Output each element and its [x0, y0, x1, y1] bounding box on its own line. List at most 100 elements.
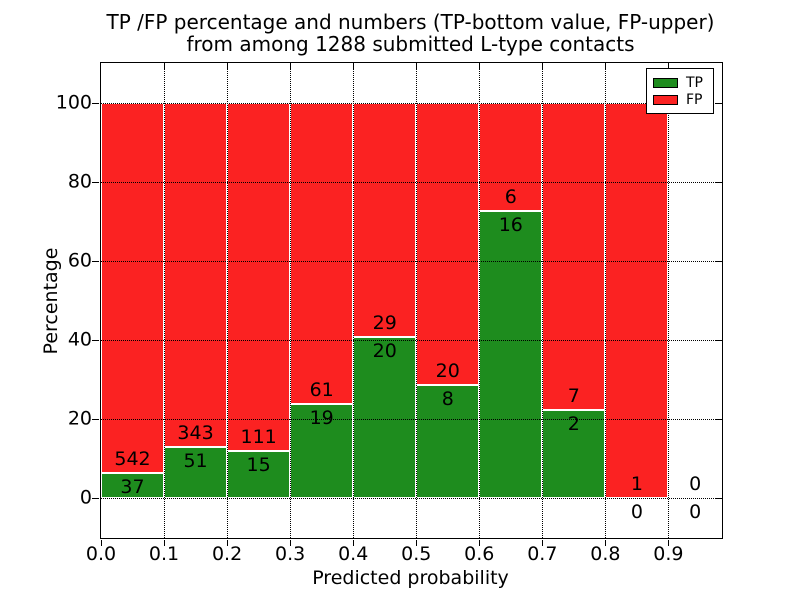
x-tick-bottom [479, 540, 481, 546]
bar-segment-fp [101, 102, 165, 474]
fp-count-label: 61 [309, 379, 334, 402]
fp-count-label: 343 [177, 422, 214, 445]
legend-swatch-tp [653, 77, 678, 88]
bar-segment-fp [353, 102, 417, 337]
x-tick-bottom [605, 540, 607, 546]
y-tick-label: 0 [79, 486, 92, 509]
plot-area: 0 20 40 60 80 100 0.0 0.1 0.2 0.3 0.4 0.5 0.6 0.7 0.8 0… [56, 62, 723, 564]
y-tick-right [715, 498, 722, 500]
x-tick-top [353, 63, 355, 69]
x-tick-label: 0.7 [527, 543, 558, 565]
x-tick-bottom [164, 540, 166, 546]
gridline-horizontal [101, 419, 722, 421]
y-tick-label: 100 [55, 91, 92, 114]
x-tick-top [290, 63, 292, 69]
gridline-horizontal [101, 260, 722, 262]
y-tick-label: 40 [67, 328, 92, 351]
x-tick-top [542, 63, 544, 69]
x-tick-bottom [101, 540, 102, 546]
gridline-vertical [227, 63, 229, 538]
x-tick-top [668, 63, 670, 69]
gridline-vertical [164, 63, 166, 538]
tp-count-label: 0 [630, 501, 643, 524]
bar-segment-fp [290, 102, 354, 405]
tp-count-label: 2 [567, 413, 580, 436]
bar-segment-tp [542, 410, 606, 499]
x-tick-top [605, 63, 607, 69]
tp-count-label: 51 [183, 450, 208, 473]
bar-segment-tp [416, 385, 480, 499]
fp-count-label: 6 [504, 185, 517, 208]
fp-count-label: 542 [114, 448, 151, 471]
y-tick-label: 60 [67, 249, 92, 272]
y-tick-right [715, 419, 722, 421]
gridline-vertical [353, 63, 355, 538]
x-tick-top [479, 63, 481, 69]
bar-segment-tp [479, 210, 543, 499]
x-tick-label: 0.9 [653, 543, 684, 565]
y-tick-left [92, 102, 99, 104]
bar-segment-fp [605, 102, 669, 499]
fp-count-label: 7 [567, 385, 580, 408]
gridline-vertical [542, 63, 544, 538]
fp-count-label: 20 [435, 360, 460, 383]
x-tick-top [416, 63, 418, 69]
fp-count-label: 29 [372, 311, 397, 334]
x-tick-bottom [668, 540, 670, 546]
y-tick-right [715, 181, 722, 183]
legend-swatch-fp [653, 94, 678, 105]
tp-count-label: 15 [246, 454, 271, 477]
y-axis-label: Percentage [40, 247, 62, 355]
x-tick-label: 0.4 [338, 543, 369, 565]
fp-count-label: 1 [630, 473, 643, 496]
y-tick-right [715, 102, 722, 104]
x-tick-label: 0.8 [590, 543, 621, 565]
x-tick-label: 0.5 [401, 543, 432, 565]
y-tick-left [92, 498, 99, 500]
gridline-vertical [290, 63, 292, 538]
y-tick-label: 80 [67, 170, 92, 193]
gridline-horizontal [101, 340, 722, 342]
legend-label-tp: TP [686, 74, 703, 91]
tp-count-label: 0 [689, 501, 702, 524]
legend-label-fp: FP [686, 91, 703, 108]
x-tick-label: 0.1 [148, 543, 180, 565]
x-tick-top [164, 63, 166, 69]
bar-segment-fp [542, 102, 606, 411]
gridline-horizontal [101, 102, 722, 104]
y-tick-right [715, 340, 722, 342]
legend: TP FP [646, 68, 714, 114]
tp-count-label: 8 [441, 388, 454, 411]
gridline-vertical [668, 63, 670, 538]
x-tick-bottom [353, 540, 355, 546]
tp-count-label: 20 [372, 339, 397, 362]
gridline-vertical [479, 63, 481, 538]
y-tick-left [92, 419, 99, 421]
bar-segment-fp [164, 102, 228, 448]
legend-item-fp: FP [653, 91, 707, 108]
y-tick-left [92, 340, 99, 342]
legend-item-tp: TP [653, 74, 707, 91]
tp-count-label: 37 [120, 476, 145, 499]
y-tick-left [92, 181, 99, 183]
gridline-vertical [605, 63, 607, 538]
fp-count-label: 0 [689, 473, 702, 496]
gridline-horizontal [101, 181, 722, 183]
bar-segment-tp [164, 447, 228, 499]
chart-title-line1: TP /FP percentage and numbers (TP-bottom… [106, 10, 715, 34]
y-tick-left [92, 260, 99, 262]
chart-title: TP /FP percentage and numbers (TP-bottom… [100, 11, 721, 55]
y-tick-right [715, 260, 722, 262]
x-tick-bottom [542, 540, 544, 546]
bar-segment-fp [227, 102, 291, 452]
bar-segment-tp [101, 473, 165, 499]
y-tick-label: 20 [67, 407, 92, 430]
fp-count-label: 111 [240, 426, 277, 449]
x-tick-label: 0.6 [464, 543, 495, 565]
tp-count-label: 16 [498, 213, 523, 236]
x-tick-top [227, 63, 229, 69]
bar-segment-fp [416, 102, 480, 386]
gridline-horizontal [101, 498, 722, 500]
x-tick-label: 0.3 [275, 543, 306, 565]
